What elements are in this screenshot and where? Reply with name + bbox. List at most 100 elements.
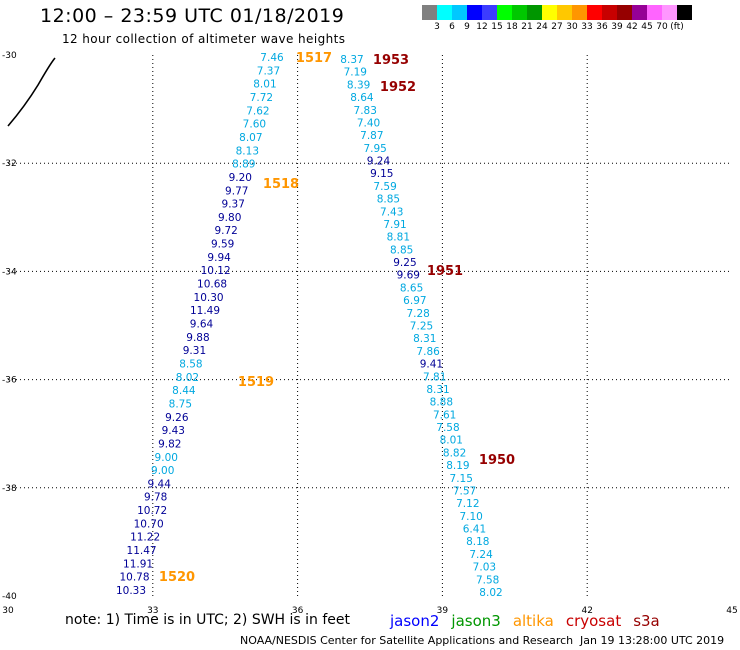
swh-value: 8.85 (390, 244, 413, 256)
colorbar-label: 36 (596, 22, 608, 32)
pass-time-label: 1520 (159, 570, 195, 585)
colorbar-swatch (467, 5, 482, 20)
pass-time-label: 1519 (238, 375, 274, 390)
swh-value: 7.10 (459, 511, 482, 523)
swh-value: 9.00 (155, 452, 178, 464)
swh-value: 10.70 (134, 518, 164, 530)
pass-time-label: 1952 (380, 80, 416, 95)
longitude-tick-label: 36 (292, 606, 304, 616)
swh-value: 8.75 (169, 398, 192, 410)
footer-note: note: 1) Time is in UTC; 2) SWH is in fe… (65, 612, 351, 628)
latitude-tick-label: -40 (2, 592, 17, 602)
colorbar-label: 70 (656, 22, 668, 32)
colorbar-label: 33 (581, 22, 593, 32)
latitude-tick-label: -30 (2, 51, 17, 61)
longitude-tick-label: 42 (581, 606, 592, 616)
swh-value: 7.58 (476, 574, 499, 586)
pass-time-label: 1517 (296, 51, 332, 66)
swh-value: 8.07 (239, 132, 262, 144)
colorbar-swatch (527, 5, 542, 20)
pass-time-label: 1953 (373, 53, 409, 68)
colorbar-label: 12 (476, 22, 488, 32)
wave-height-colorbar (422, 5, 692, 20)
swh-value: 7.19 (344, 67, 367, 79)
swh-value: 8.82 (443, 447, 466, 459)
swh-value: 11.47 (127, 545, 157, 557)
swh-value: 7.60 (243, 119, 266, 131)
swh-value: 10.12 (201, 265, 231, 277)
swh-value: 9.37 (222, 199, 245, 211)
swh-value: 7.83 (354, 105, 377, 117)
swh-value: 9.69 (397, 270, 420, 282)
swh-value: 8.58 (179, 358, 202, 370)
legend-entry-s3a: s3a (633, 612, 660, 630)
colorbar-swatch (632, 5, 647, 20)
swh-value: 9.82 (158, 438, 181, 450)
coastline (7, 57, 56, 127)
colorbar-label: 3 (434, 22, 440, 32)
colorbar-label: 9 (464, 22, 470, 32)
colorbar-swatch (497, 5, 512, 20)
legend-entry-altika: altika (512, 612, 554, 630)
time-labels: 1517 1518 1519 1520 1953 1952 1951 1950 (159, 51, 515, 585)
west-track: 7.467.37 8.017.727.62 7.608.078.13 8.899.20… (116, 52, 284, 597)
colorbar-labels: 3 6 9 12 15 18 21 24 27 30 33 36 39 42 45 70 (ft) (422, 22, 737, 34)
swh-value: 9.64 (190, 319, 214, 331)
swh-value: 9.20 (229, 172, 252, 184)
swh-value: 8.13 (236, 145, 259, 157)
credit-line: NOAA/NESDIS Center for Satellite Applica… (240, 634, 574, 647)
swh-value: 8.89 (232, 159, 255, 171)
swh-value: 10.72 (137, 505, 167, 517)
colorbar-swatch (647, 5, 662, 20)
colorbar-label: 39 (611, 22, 623, 32)
swh-value: 7.58 (436, 422, 459, 434)
swh-value: 7.03 (473, 562, 496, 574)
swh-value: 9.00 (151, 465, 174, 477)
swh-value: 9.78 (144, 492, 167, 504)
swh-value: 7.72 (250, 92, 273, 104)
east-track: 8.377.198.398.647.837.407.877.959.249.15… (340, 54, 502, 599)
swh-value: 8.01 (440, 435, 463, 447)
page-subtitle: 12 hour collection of altimeter wave hei… (62, 32, 346, 46)
swh-value: 8.81 (387, 232, 410, 244)
swh-value: 8.85 (377, 194, 400, 206)
swh-value: 6.97 (403, 295, 426, 307)
swh-value: 7.43 (380, 206, 403, 218)
colorbar-swatch (587, 5, 602, 20)
swh-value: 8.02 (176, 372, 199, 384)
swh-value: 7.81 (423, 371, 446, 383)
swh-value: 8.44 (172, 385, 196, 397)
swh-value: 7.62 (246, 105, 269, 117)
colorbar-swatch (512, 5, 527, 20)
swh-value: 10.68 (197, 279, 227, 291)
swh-value: 7.91 (383, 219, 406, 231)
swh-value: 7.12 (456, 498, 479, 510)
swh-value: 8.64 (350, 92, 374, 104)
latitude-tick-label: -34 (2, 267, 17, 277)
swh-value: 9.44 (148, 478, 172, 490)
colorbar-swatch (482, 5, 497, 20)
latitude-tick-label: -38 (2, 484, 17, 494)
swh-value: 9.88 (186, 332, 209, 344)
swh-value: 7.87 (360, 130, 383, 142)
swh-value: 9.15 (370, 168, 393, 180)
colorbar-label: 15 (491, 22, 503, 32)
swh-value: 8.19 (446, 460, 469, 472)
swh-value: 8.18 (466, 536, 489, 548)
colorbar-swatch (572, 5, 587, 20)
swh-value: 7.86 (416, 346, 440, 358)
swh-value: 7.37 (257, 65, 280, 77)
swh-value: 9.94 (207, 252, 231, 264)
swh-value: 7.24 (469, 549, 493, 561)
swh-value: 7.40 (357, 117, 380, 129)
legend-entry-jason2: jason2 (390, 612, 440, 630)
swh-value: 7.46 (260, 52, 284, 64)
legend-entry-cryosat: cryosat (565, 612, 622, 630)
colorbar-swatch (437, 5, 452, 20)
pass-time-label: 1950 (479, 453, 515, 468)
generation-timestamp: Jan 19 13:28:00 UTC 2019 (580, 634, 725, 647)
latitude-tick-label: -32 (2, 159, 17, 169)
colorbar-label: (ft) (670, 22, 684, 32)
swh-value: 9.59 (211, 239, 234, 251)
